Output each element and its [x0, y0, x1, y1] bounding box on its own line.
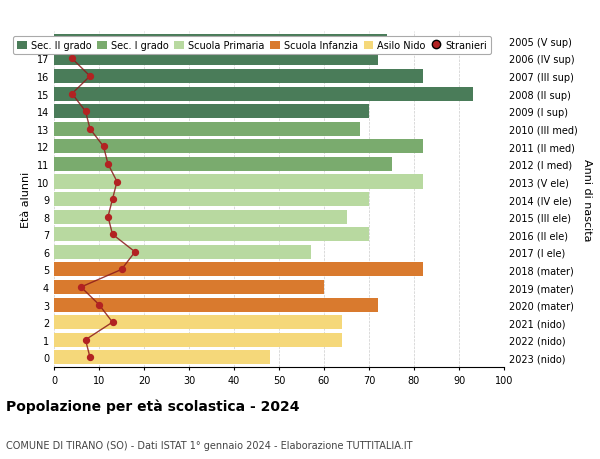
Point — [67, 56, 77, 63]
Point — [103, 161, 113, 168]
Point — [85, 73, 95, 80]
Point — [116, 266, 127, 274]
Bar — [54, 210, 347, 224]
Bar — [54, 105, 369, 119]
Text: Popolazione per età scolastica - 2024: Popolazione per età scolastica - 2024 — [6, 398, 299, 413]
Bar — [54, 193, 369, 207]
Bar — [54, 280, 324, 294]
Bar — [54, 298, 378, 312]
Bar — [54, 175, 423, 189]
Point — [85, 126, 95, 133]
Bar — [54, 263, 423, 277]
Point — [76, 284, 86, 291]
Bar — [54, 70, 423, 84]
Bar — [54, 315, 342, 330]
Bar — [54, 35, 387, 49]
Bar — [54, 140, 423, 154]
Legend: Sec. II grado, Sec. I grado, Scuola Primaria, Scuola Infanzia, Asilo Nido, Stran: Sec. II grado, Sec. I grado, Scuola Prim… — [13, 37, 491, 55]
Point — [67, 38, 77, 45]
Y-axis label: Età alunni: Età alunni — [21, 172, 31, 228]
Point — [80, 108, 91, 116]
Bar — [54, 228, 369, 242]
Bar — [54, 52, 378, 67]
Point — [98, 143, 109, 151]
Point — [130, 249, 140, 256]
Bar — [54, 123, 360, 136]
Bar — [54, 157, 392, 172]
Point — [94, 301, 104, 308]
Bar — [54, 87, 473, 101]
Point — [108, 231, 118, 238]
Point — [112, 179, 122, 186]
Y-axis label: Anni di nascita: Anni di nascita — [581, 158, 592, 241]
Text: COMUNE DI TIRANO (SO) - Dati ISTAT 1° gennaio 2024 - Elaborazione TUTTITALIA.IT: COMUNE DI TIRANO (SO) - Dati ISTAT 1° ge… — [6, 440, 413, 450]
Bar — [54, 351, 270, 364]
Point — [108, 196, 118, 203]
Point — [67, 91, 77, 98]
Point — [103, 213, 113, 221]
Bar — [54, 333, 342, 347]
Point — [108, 319, 118, 326]
Bar — [54, 245, 311, 259]
Point — [85, 354, 95, 361]
Point — [80, 336, 91, 344]
